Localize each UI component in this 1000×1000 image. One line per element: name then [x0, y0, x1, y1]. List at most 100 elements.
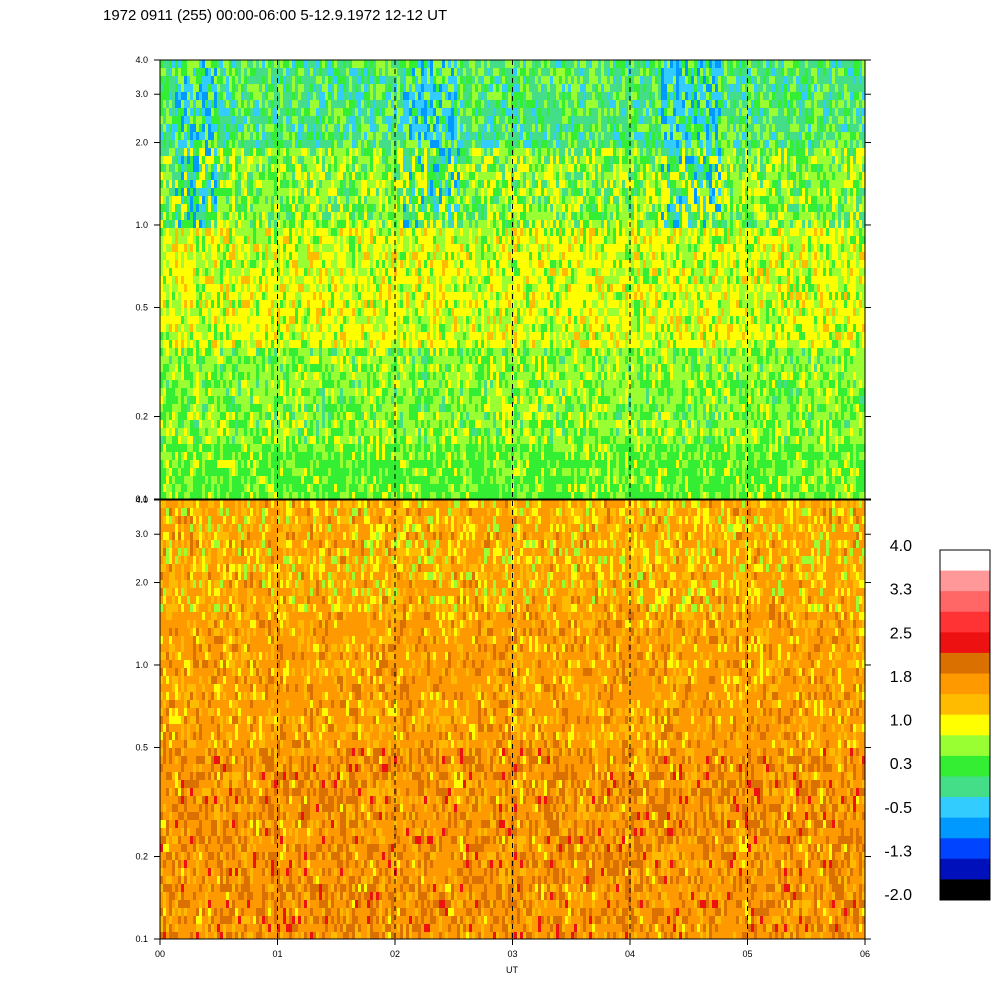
heatmap-cell [214, 492, 217, 499]
heatmap-cell [325, 116, 328, 124]
heatmap-cell [283, 428, 286, 437]
heatmap-cell [160, 116, 163, 126]
heatmap-cell [181, 156, 184, 171]
heatmap-cell [268, 324, 271, 332]
heatmap-cell [214, 268, 217, 279]
heatmap-cell [253, 212, 256, 220]
heatmap-cell [169, 396, 172, 410]
heatmap-cell [169, 132, 172, 142]
heatmap-cell [301, 484, 304, 494]
heatmap-cell [229, 460, 232, 474]
heatmap-cell [292, 236, 295, 250]
heatmap-cell [193, 452, 196, 467]
heatmap-cell [286, 156, 289, 170]
heatmap-cell [286, 356, 289, 365]
heatmap-cell [163, 420, 166, 431]
heatmap-cell [286, 196, 289, 209]
heatmap-cell [370, 180, 373, 189]
heatmap-cell [391, 380, 394, 388]
heatmap-cell [220, 196, 223, 209]
heatmap-cell [205, 428, 208, 441]
heatmap-cell [265, 252, 268, 261]
heatmap-cell [226, 228, 229, 238]
heatmap-cell [256, 188, 259, 202]
heatmap-cell [232, 244, 235, 253]
heatmap-cell [184, 348, 187, 362]
heatmap-cell [196, 100, 199, 113]
heatmap-cell [172, 116, 175, 126]
heatmap-cell [307, 284, 310, 293]
heatmap-cell [295, 164, 298, 179]
heatmap-cell [412, 364, 415, 373]
heatmap-cell [268, 260, 271, 273]
heatmap-cell [217, 444, 220, 458]
heatmap-cell [250, 444, 253, 456]
heatmap-cell [232, 404, 235, 415]
heatmap-cell [208, 284, 211, 298]
heatmap-cell [187, 180, 190, 191]
heatmap-cell [226, 332, 229, 340]
heatmap-cell [205, 396, 208, 404]
heatmap-cell [364, 212, 367, 221]
heatmap-cell [268, 380, 271, 392]
heatmap-cell [178, 148, 181, 160]
heatmap-cell [211, 164, 214, 179]
heatmap-cell [397, 92, 400, 100]
heatmap-cell [310, 252, 313, 261]
heatmap-cell [355, 412, 358, 420]
heatmap-cell [166, 116, 169, 124]
heatmap-cell [163, 484, 166, 492]
heatmap-cell [208, 308, 211, 321]
heatmap-cell [277, 316, 280, 326]
heatmap-cell [379, 476, 382, 485]
heatmap-cell [205, 492, 208, 499]
heatmap-cell [307, 92, 310, 106]
heatmap-cell [400, 284, 403, 293]
heatmap-cell [187, 76, 190, 87]
heatmap-cell [298, 364, 301, 375]
heatmap-cell [409, 196, 412, 205]
heatmap-cell [238, 84, 241, 92]
heatmap-cell [301, 428, 304, 438]
heatmap-cell [229, 220, 232, 235]
heatmap-cell [262, 484, 265, 499]
heatmap-cell [376, 244, 379, 253]
heatmap-cell [235, 484, 238, 497]
heatmap-cell [178, 60, 181, 75]
heatmap-cell [271, 268, 274, 282]
heatmap-cell [256, 100, 259, 109]
heatmap-cell [241, 348, 244, 362]
heatmap-cell [307, 428, 310, 440]
heatmap-cell [172, 412, 175, 422]
heatmap-cell [295, 228, 298, 241]
heatmap-cell [301, 340, 304, 350]
heatmap-cell [196, 108, 199, 117]
heatmap-cell [190, 380, 193, 389]
heatmap-cell [235, 268, 238, 282]
heatmap-cell [271, 460, 274, 469]
heatmap-cell [250, 372, 253, 382]
heatmap-cell [208, 132, 211, 145]
heatmap-cell [418, 84, 421, 92]
heatmap-cell [289, 436, 292, 444]
heatmap-cell [349, 372, 352, 380]
heatmap-cell [361, 212, 364, 220]
heatmap-cell [274, 300, 277, 313]
heatmap-cell [187, 364, 190, 372]
heatmap-cell [370, 420, 373, 428]
heatmap-cell [211, 132, 214, 141]
heatmap-cell [217, 332, 220, 342]
heatmap-cell [253, 60, 256, 69]
heatmap-cell [307, 348, 310, 361]
heatmap-cell [397, 292, 400, 300]
heatmap-cell [265, 460, 268, 469]
heatmap-cell [343, 332, 346, 340]
heatmap-cell [184, 132, 187, 147]
heatmap-cell [238, 180, 241, 192]
heatmap-cell [223, 396, 226, 410]
heatmap-cell [160, 228, 163, 239]
heatmap-cell [163, 412, 166, 426]
heatmap-cell [289, 92, 292, 106]
heatmap-cell [337, 60, 340, 69]
heatmap-cell [388, 260, 391, 268]
